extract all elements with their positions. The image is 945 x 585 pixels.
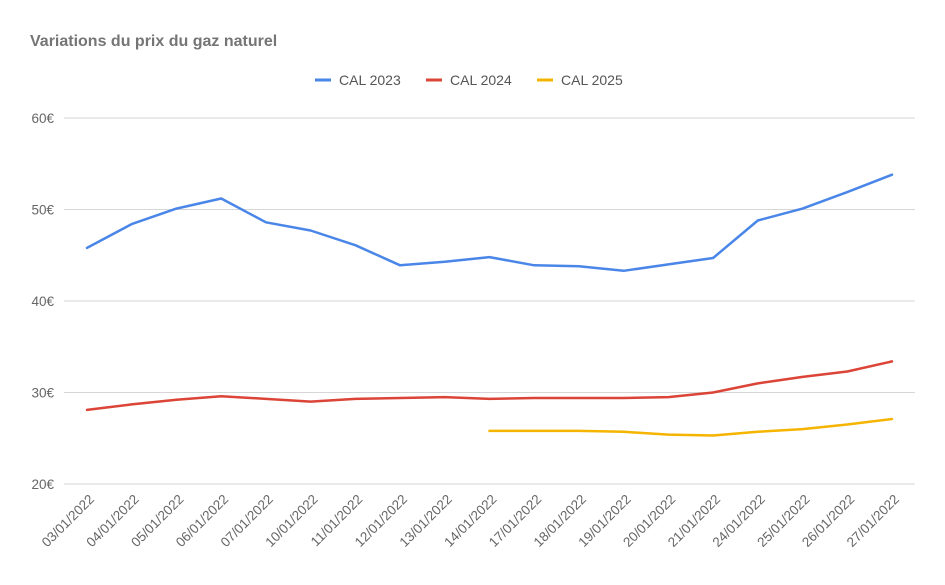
y-tick-label: 50€ — [31, 203, 54, 218]
y-axis: 20€ 30€ 40€ 50€ 60€ — [31, 111, 54, 492]
legend-label: CAL 2024 — [450, 72, 512, 88]
series-line-cal-2025 — [488, 417, 894, 437]
legend-label: CAL 2023 — [339, 72, 401, 88]
y-tick-label: 40€ — [31, 294, 54, 309]
legend-label: CAL 2025 — [561, 72, 623, 88]
y-tick-label: 20€ — [31, 477, 54, 492]
x-axis: 03/01/202204/01/202205/01/202206/01/2022… — [39, 492, 902, 550]
series-line-cal-2024 — [85, 360, 894, 412]
gridlines — [64, 117, 915, 485]
y-tick-label: 60€ — [31, 111, 54, 126]
series-lines — [85, 173, 894, 437]
legend: CAL 2023 CAL 2024 CAL 2025 — [315, 72, 623, 88]
series-line-cal-2023 — [85, 173, 894, 273]
y-tick-label: 30€ — [31, 386, 54, 401]
chart-title: Variations du prix du gaz naturel — [30, 33, 277, 50]
